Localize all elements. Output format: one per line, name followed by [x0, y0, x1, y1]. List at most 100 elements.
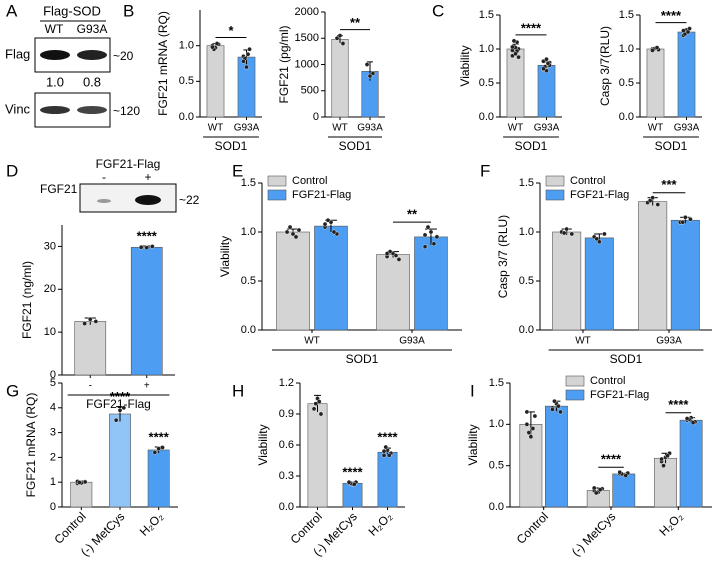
y-tick-label: 0.9	[279, 408, 294, 420]
significance: *	[228, 23, 234, 38]
legend-swatch	[565, 375, 585, 387]
y-tick-label: 0.0	[479, 111, 494, 123]
data-point	[511, 38, 517, 44]
y-axis-label: Casp 3/7(RLU)	[598, 26, 612, 106]
data-point	[313, 401, 319, 406]
y-tick-label: 3	[50, 427, 56, 439]
data-point	[77, 480, 82, 485]
data-point	[602, 231, 607, 237]
y-tick-label: 0.6	[279, 439, 294, 451]
legend-label: FGF21-Flag	[590, 389, 649, 401]
legend-swatch	[267, 175, 287, 187]
y-tick-label: 1.0	[619, 43, 634, 55]
data-point	[661, 463, 666, 468]
bar	[552, 231, 582, 331]
blot-band	[77, 50, 107, 60]
significance: **	[407, 207, 418, 222]
x-tick-label: WT	[208, 123, 224, 134]
y-tick-label: 0.0	[489, 501, 504, 513]
data-point	[650, 48, 655, 53]
data-point	[364, 62, 370, 67]
bar	[414, 236, 448, 331]
y-tick-label: 1500	[295, 32, 319, 44]
x-axis-label: FGF21-Flag	[86, 397, 151, 411]
y-tick-label: 0.5	[179, 75, 194, 87]
data-point	[526, 430, 532, 435]
y-axis-label: Viability	[458, 45, 472, 86]
panel-letter: F	[480, 161, 490, 180]
bar	[679, 419, 703, 508]
data-point	[688, 216, 693, 222]
y-tick-label: 1.5	[519, 177, 534, 189]
data-point	[383, 444, 389, 450]
y-tick-label: 0.5	[489, 460, 504, 472]
legend-swatch	[565, 389, 585, 401]
data-point	[245, 51, 251, 57]
data-point	[121, 405, 127, 411]
x-axis-label: SOD1	[610, 352, 643, 366]
panel-letter: H	[232, 381, 244, 400]
data-point	[367, 73, 373, 79]
significance: ****	[521, 20, 542, 35]
data-point	[331, 229, 337, 235]
x-tick-label: Control	[51, 509, 88, 546]
data-point	[550, 407, 555, 412]
bar	[276, 231, 310, 331]
panel-letter: A	[6, 1, 18, 20]
legend-swatch	[267, 189, 287, 201]
data-point	[117, 407, 123, 413]
significance: ****	[668, 397, 689, 412]
bar	[376, 254, 410, 331]
data-point	[597, 239, 602, 245]
blot-a: Flag-SOD WT G93A Flag ~20 1.0 0.8 Vinc ~…	[5, 3, 140, 128]
y-tick-label: 0.0	[241, 324, 256, 336]
bar	[377, 451, 398, 508]
data-point	[561, 230, 567, 236]
y-tick-label: 1	[50, 476, 56, 488]
y-tick-label: 0	[50, 369, 56, 381]
y-tick-label: 20	[44, 283, 56, 295]
panel-letter: I	[470, 381, 475, 400]
data-point	[591, 485, 597, 491]
data-point	[623, 473, 629, 478]
significance: ****	[342, 465, 363, 480]
data-point	[318, 411, 324, 417]
y-tick-label: 1.2	[279, 377, 294, 389]
y-tick-label: 0.0	[279, 501, 294, 513]
data-point	[82, 321, 87, 326]
y-tick-label: 4	[50, 402, 56, 414]
x-axis-label: SOD1	[339, 139, 372, 153]
data-point	[545, 60, 551, 66]
data-point	[655, 202, 661, 207]
significance: ****	[377, 430, 398, 445]
data-point	[370, 71, 376, 76]
legend-label: FGF21-Flag	[570, 189, 629, 201]
data-point	[665, 453, 670, 459]
panel-letter: E	[232, 161, 243, 180]
y-tick-label: 1.0	[489, 418, 504, 430]
blot-band	[40, 106, 70, 114]
x-tick-label: G93A	[234, 123, 260, 134]
data-point	[541, 66, 546, 72]
data-point	[431, 241, 437, 247]
legend-swatch	[545, 189, 565, 201]
y-tick-label: 0.5	[519, 275, 534, 287]
blot-band	[40, 50, 70, 60]
data-point	[113, 417, 119, 423]
blot-row-label: Vinc	[5, 101, 31, 116]
bar	[537, 65, 556, 118]
x-tick-label: H₂O₂	[366, 509, 395, 538]
data-point	[597, 487, 603, 492]
bar	[584, 237, 614, 331]
data-point	[556, 403, 561, 409]
data-point	[544, 56, 549, 62]
data-point	[287, 224, 293, 230]
legend-label: Control	[292, 175, 327, 187]
data-point	[325, 217, 331, 223]
data-point	[528, 434, 534, 440]
blot-size: ~20	[113, 49, 134, 63]
blot-band	[77, 106, 107, 114]
lane-label: G93A	[77, 22, 108, 36]
blot-row-label: FGF21	[40, 182, 78, 196]
